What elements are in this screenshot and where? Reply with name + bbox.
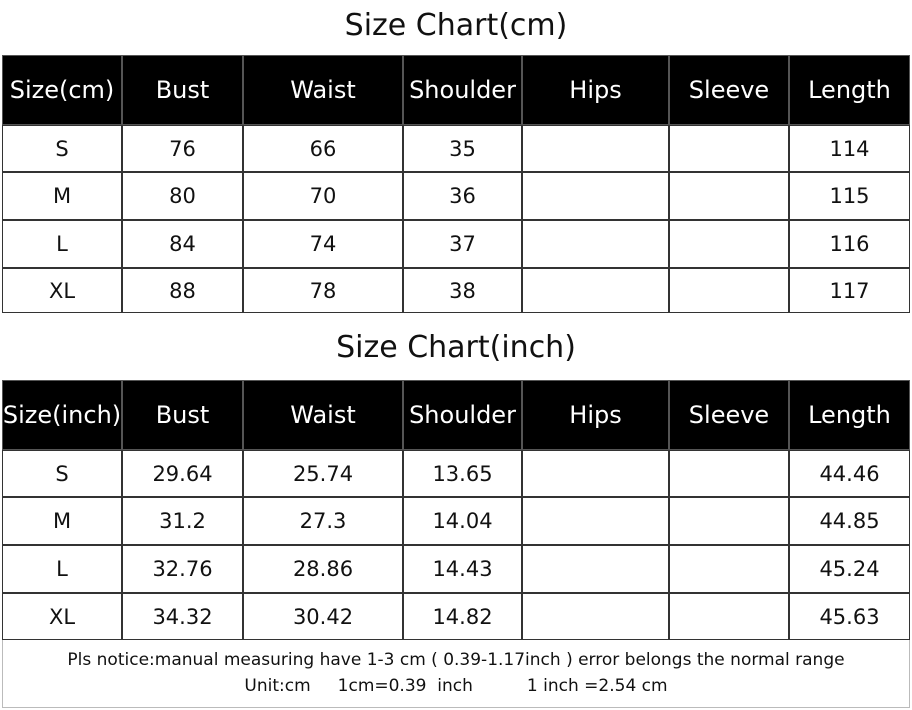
empty-cell bbox=[669, 220, 789, 268]
empty-cell bbox=[522, 545, 669, 593]
table-cell: 45.63 bbox=[789, 593, 910, 640]
header-cell: Bust bbox=[122, 380, 243, 450]
table-cell: M bbox=[2, 172, 122, 220]
empty-cell bbox=[522, 268, 669, 313]
header-cell: Waist bbox=[243, 55, 403, 125]
empty-cell bbox=[522, 497, 669, 545]
empty-cell bbox=[669, 497, 789, 545]
header-cell: Length bbox=[789, 55, 910, 125]
table-cell: 84 bbox=[122, 220, 243, 268]
table-cell: S bbox=[2, 450, 122, 497]
table-cell: 117 bbox=[789, 268, 910, 313]
table-cell: M bbox=[2, 497, 122, 545]
table-cell: 14.43 bbox=[403, 545, 522, 593]
empty-cell bbox=[522, 593, 669, 640]
empty-cell bbox=[522, 172, 669, 220]
table-cell: 25.74 bbox=[243, 450, 403, 497]
empty-cell bbox=[669, 172, 789, 220]
table-cell: 27.3 bbox=[243, 497, 403, 545]
table-title: Size Chart(inch) bbox=[336, 330, 576, 365]
table-cell: 14.04 bbox=[403, 497, 522, 545]
header-cell: Shoulder bbox=[403, 380, 522, 450]
empty-cell bbox=[669, 450, 789, 497]
header-cell: Size(inch) bbox=[2, 380, 122, 450]
table-cell: 28.86 bbox=[243, 545, 403, 593]
header-cell: Shoulder bbox=[403, 55, 522, 125]
table-cell: 34.32 bbox=[122, 593, 243, 640]
notice-line: Pls notice:manual measuring have 1-3 cm … bbox=[67, 650, 845, 670]
header-cell: Waist bbox=[243, 380, 403, 450]
table-cell: S bbox=[2, 125, 122, 172]
table-cell: 44.85 bbox=[789, 497, 910, 545]
table-cell: 32.76 bbox=[122, 545, 243, 593]
table-cell: 45.24 bbox=[789, 545, 910, 593]
header-cell: Hips bbox=[522, 380, 669, 450]
table-cell: 38 bbox=[403, 268, 522, 313]
header-cell: Sleeve bbox=[669, 380, 789, 450]
empty-cell bbox=[669, 268, 789, 313]
table-cell: 78 bbox=[243, 268, 403, 313]
empty-cell bbox=[669, 125, 789, 172]
table-cell: 76 bbox=[122, 125, 243, 172]
table-cell: 80 bbox=[122, 172, 243, 220]
table-cell: 66 bbox=[243, 125, 403, 172]
table-cell: 35 bbox=[403, 125, 522, 172]
table-cell: 70 bbox=[243, 172, 403, 220]
header-cell: Length bbox=[789, 380, 910, 450]
table-cell: 37 bbox=[403, 220, 522, 268]
table-cell: 115 bbox=[789, 172, 910, 220]
table-title: Size Chart(cm) bbox=[344, 8, 568, 43]
table-cell: 31.2 bbox=[122, 497, 243, 545]
table-cell: L bbox=[2, 545, 122, 593]
table-cell: XL bbox=[2, 268, 122, 313]
header-cell: Bust bbox=[122, 55, 243, 125]
table-cell: 29.64 bbox=[122, 450, 243, 497]
header-cell: Size(cm) bbox=[2, 55, 122, 125]
notice-line: Unit:cm 1cm=0.39 inch 1 inch =2.54 cm bbox=[244, 676, 668, 696]
empty-cell bbox=[522, 220, 669, 268]
table-cell: 36 bbox=[403, 172, 522, 220]
table-cell: 30.42 bbox=[243, 593, 403, 640]
table-cell: L bbox=[2, 220, 122, 268]
empty-cell bbox=[522, 125, 669, 172]
table-cell: 116 bbox=[789, 220, 910, 268]
empty-cell bbox=[522, 450, 669, 497]
table-cell: 74 bbox=[243, 220, 403, 268]
table-cell: 114 bbox=[789, 125, 910, 172]
table-cell: 13.65 bbox=[403, 450, 522, 497]
table-cell: 88 bbox=[122, 268, 243, 313]
table-cell: 44.46 bbox=[789, 450, 910, 497]
header-cell: Hips bbox=[522, 55, 669, 125]
header-cell: Sleeve bbox=[669, 55, 789, 125]
table-cell: 14.82 bbox=[403, 593, 522, 640]
empty-cell bbox=[669, 545, 789, 593]
empty-cell bbox=[669, 593, 789, 640]
notice-box bbox=[2, 640, 910, 708]
table-cell: XL bbox=[2, 593, 122, 640]
